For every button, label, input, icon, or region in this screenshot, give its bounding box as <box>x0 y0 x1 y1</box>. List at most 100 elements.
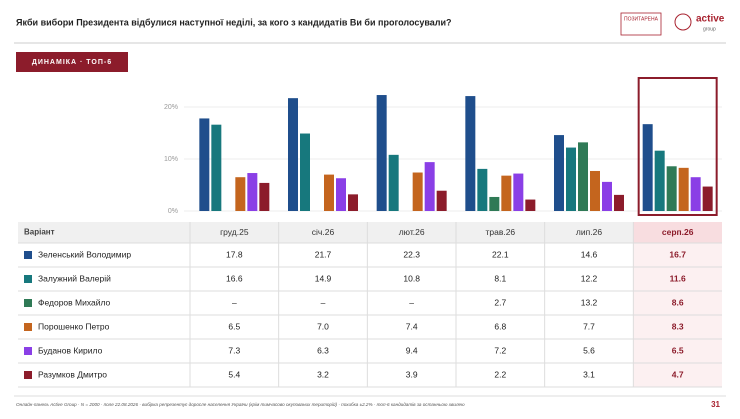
table-cell: 5.6 <box>583 345 595 355</box>
bar <box>324 174 334 211</box>
bar <box>554 135 564 211</box>
table-cell: – <box>409 297 414 307</box>
table-cell: 8.3 <box>672 321 684 331</box>
column-header: груд.25 <box>220 227 249 237</box>
legend-label: Зеленський Володимир <box>38 249 131 259</box>
title: Якби вибори Президента відбулися наступн… <box>16 17 452 27</box>
bar <box>348 194 358 211</box>
legend-swatch <box>24 251 32 259</box>
y-tick-label: 10% <box>164 156 178 163</box>
table-cell: 17.8 <box>226 249 243 259</box>
bar <box>288 98 298 211</box>
bar <box>578 142 588 211</box>
table-cell: 7.4 <box>406 321 418 331</box>
column-header: лип.26 <box>576 227 602 237</box>
highlight-box <box>637 77 718 216</box>
bar <box>654 150 665 211</box>
bar <box>424 162 435 211</box>
footer: Онлайн-панель Active Group · N = 2000 · … <box>16 401 465 407</box>
bar <box>436 190 447 211</box>
bar <box>590 170 600 211</box>
table-cell: 11.6 <box>670 273 686 283</box>
bar <box>525 199 536 211</box>
highlight-header-bg <box>633 222 722 243</box>
logo-text: ПОЗИТАРЕНА <box>624 16 659 22</box>
table-cell: 8.1 <box>494 273 506 283</box>
y-tick-label: 0% <box>168 208 178 215</box>
bar <box>300 133 310 211</box>
logo-text: group <box>703 26 716 32</box>
column-header: серп.26 <box>662 227 694 237</box>
logo-box <box>620 12 662 36</box>
table-cell: 14.9 <box>315 273 332 283</box>
page-number: 31 <box>711 400 720 409</box>
bar <box>235 177 246 211</box>
bar <box>477 168 488 211</box>
table-cell: – <box>321 297 326 307</box>
table-cell: 16.6 <box>226 273 243 283</box>
table-cell: 3.9 <box>406 369 418 379</box>
bar <box>566 147 576 211</box>
table-cell: 22.1 <box>492 249 509 259</box>
bar <box>602 181 612 211</box>
bar <box>211 124 222 211</box>
table-cell: 2.7 <box>494 297 506 307</box>
table-cell: 2.2 <box>494 369 506 379</box>
bar <box>199 118 210 211</box>
legend-swatch <box>24 323 32 331</box>
table-header-bg <box>18 222 722 243</box>
bar <box>513 173 524 211</box>
bar <box>614 194 624 211</box>
table-cell: 6.8 <box>494 321 506 331</box>
legend-label: Залужний Валерій <box>38 273 111 283</box>
bar <box>702 186 713 211</box>
table-cell: 7.7 <box>583 321 595 331</box>
table-cell: 7.3 <box>228 345 240 355</box>
legend-swatch <box>24 275 32 283</box>
bar <box>259 182 270 211</box>
table-cell: 9.4 <box>406 345 418 355</box>
y-tick-label: 20% <box>164 104 178 111</box>
column-header: трав.26 <box>485 227 515 237</box>
table-cell: 6.5 <box>672 345 684 355</box>
table-cell: 21.7 <box>315 249 332 259</box>
bar <box>336 178 346 211</box>
bar <box>412 172 423 211</box>
legend-label: Буданов Кирило <box>38 345 103 355</box>
table-cell: 13.2 <box>581 297 598 307</box>
bar <box>642 124 653 211</box>
table-cell: 10.8 <box>403 273 420 283</box>
bar <box>678 167 689 211</box>
table-cell: 6.5 <box>228 321 240 331</box>
legend-swatch <box>24 371 32 379</box>
table-cell: – <box>232 297 237 307</box>
logo-icon <box>674 13 692 31</box>
table-cell: 14.6 <box>581 249 598 259</box>
table-cell: 16.7 <box>669 249 686 259</box>
table-cell: 22.3 <box>403 249 420 259</box>
legend-label: Федоров Михайло <box>38 297 111 307</box>
table-cell: 8.6 <box>672 297 684 307</box>
bar <box>247 173 258 211</box>
table-cell: 3.1 <box>583 369 595 379</box>
table-cell: 4.7 <box>672 369 684 379</box>
table-cell: 12.2 <box>581 273 598 283</box>
table-cell: 5.4 <box>228 369 240 379</box>
bar <box>376 95 387 211</box>
legend-swatch <box>24 299 32 307</box>
table-cell: 7.2 <box>494 345 506 355</box>
column-header: лют.26 <box>399 227 425 237</box>
bar <box>501 175 512 211</box>
legend-swatch <box>24 347 32 355</box>
bar <box>388 154 399 211</box>
highlight-column-bg <box>633 222 722 387</box>
badge-text: ДИНАМІКА · ТОП-6 <box>32 59 112 66</box>
bar <box>690 177 701 211</box>
legend-label: Разумков Дмитро <box>38 369 107 379</box>
badge <box>16 52 128 72</box>
table-cell: 6.3 <box>317 345 329 355</box>
legend-label: Порошенко Петро <box>38 321 110 331</box>
column-header: січ.26 <box>312 227 335 237</box>
table-cell: 7.0 <box>317 321 329 331</box>
